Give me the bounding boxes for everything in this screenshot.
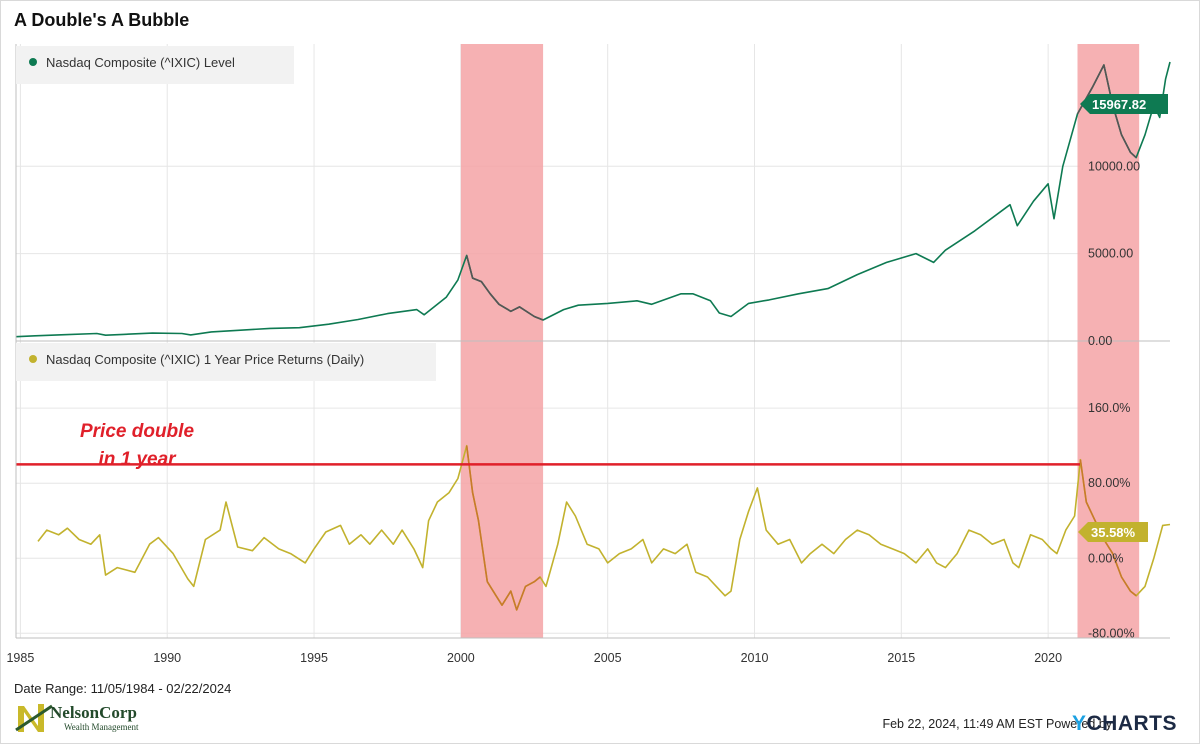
timestamp: Feb 22, 2024, 11:49 AM EST [882, 717, 1043, 731]
ycharts-logo-y: Y [1072, 712, 1087, 735]
last-value-returns: 35.58% [1091, 525, 1136, 540]
legend-marker-level [29, 58, 37, 66]
y-tick-label: -80.00% [1088, 626, 1135, 640]
legend-marker-returns [29, 355, 37, 363]
x-tick-label: 2005 [594, 651, 622, 665]
y-tick-label: 10000.00 [1088, 159, 1140, 173]
legend-box-top [16, 46, 294, 84]
nelsoncorp-logo: NelsonCorp Wealth Management [14, 700, 174, 736]
logo-subtitle: Wealth Management [64, 722, 139, 732]
x-tick-label: 2015 [887, 651, 915, 665]
annotation-line-2: in 1 year [98, 449, 177, 470]
axis-layer: 1985 1990 1995 2000 2005 2010 2015 2020 0.00 5000… [6, 44, 1170, 665]
y-tick-label: 0.00 [1088, 334, 1112, 348]
x-tick-label: 2020 [1034, 651, 1062, 665]
nelsoncorp-logo-icon [15, 704, 53, 732]
series-layer [15, 61, 1171, 611]
y-tick-label: 0.00% [1088, 551, 1123, 565]
series-line-level [15, 61, 1171, 338]
date-range: Date Range: 11/05/1984 - 02/22/2024 [14, 681, 232, 696]
powered-by: Powered by [1045, 717, 1112, 731]
last-value-level: 15967.82 [1092, 97, 1146, 112]
ycharts-logo-rest: CHARTS [1086, 712, 1178, 735]
footer-timestamp: Feb 22, 2024, 11:49 AM EST Powered by [882, 717, 1112, 731]
legend-label-level: Nasdaq Composite (^IXIC) Level [46, 55, 235, 70]
annotation-line-1: Price double [80, 421, 194, 442]
x-tick-label: 1990 [153, 651, 181, 665]
x-tick-label: 1985 [6, 651, 34, 665]
ycharts-logo[interactable]: YCHARTS [1072, 712, 1177, 736]
series-line-shaded-segment [465, 255, 544, 321]
y-tick-label: 80.00% [1088, 476, 1130, 490]
x-tick-label: 2000 [447, 651, 475, 665]
x-tick-label: 1995 [300, 651, 328, 665]
y-tick-label: 5000.00 [1088, 247, 1133, 261]
last-value-badge-level: 15967.82 [1080, 94, 1168, 114]
logo-name: NelsonCorp [50, 703, 137, 722]
x-tick-label: 2010 [741, 651, 769, 665]
y-tick-label: 160.0% [1088, 401, 1130, 415]
chart-title: A Double's A Bubble [14, 10, 190, 30]
legend-box-bottom [16, 343, 436, 381]
last-value-badge-returns: 35.58% [1078, 522, 1148, 542]
legend-label-returns: Nasdaq Composite (^IXIC) 1 Year Price Re… [46, 352, 364, 367]
series-line-returns [37, 444, 1171, 611]
series-line-shaded-segment [465, 445, 541, 611]
series-line-shaded-segment [1079, 459, 1137, 597]
